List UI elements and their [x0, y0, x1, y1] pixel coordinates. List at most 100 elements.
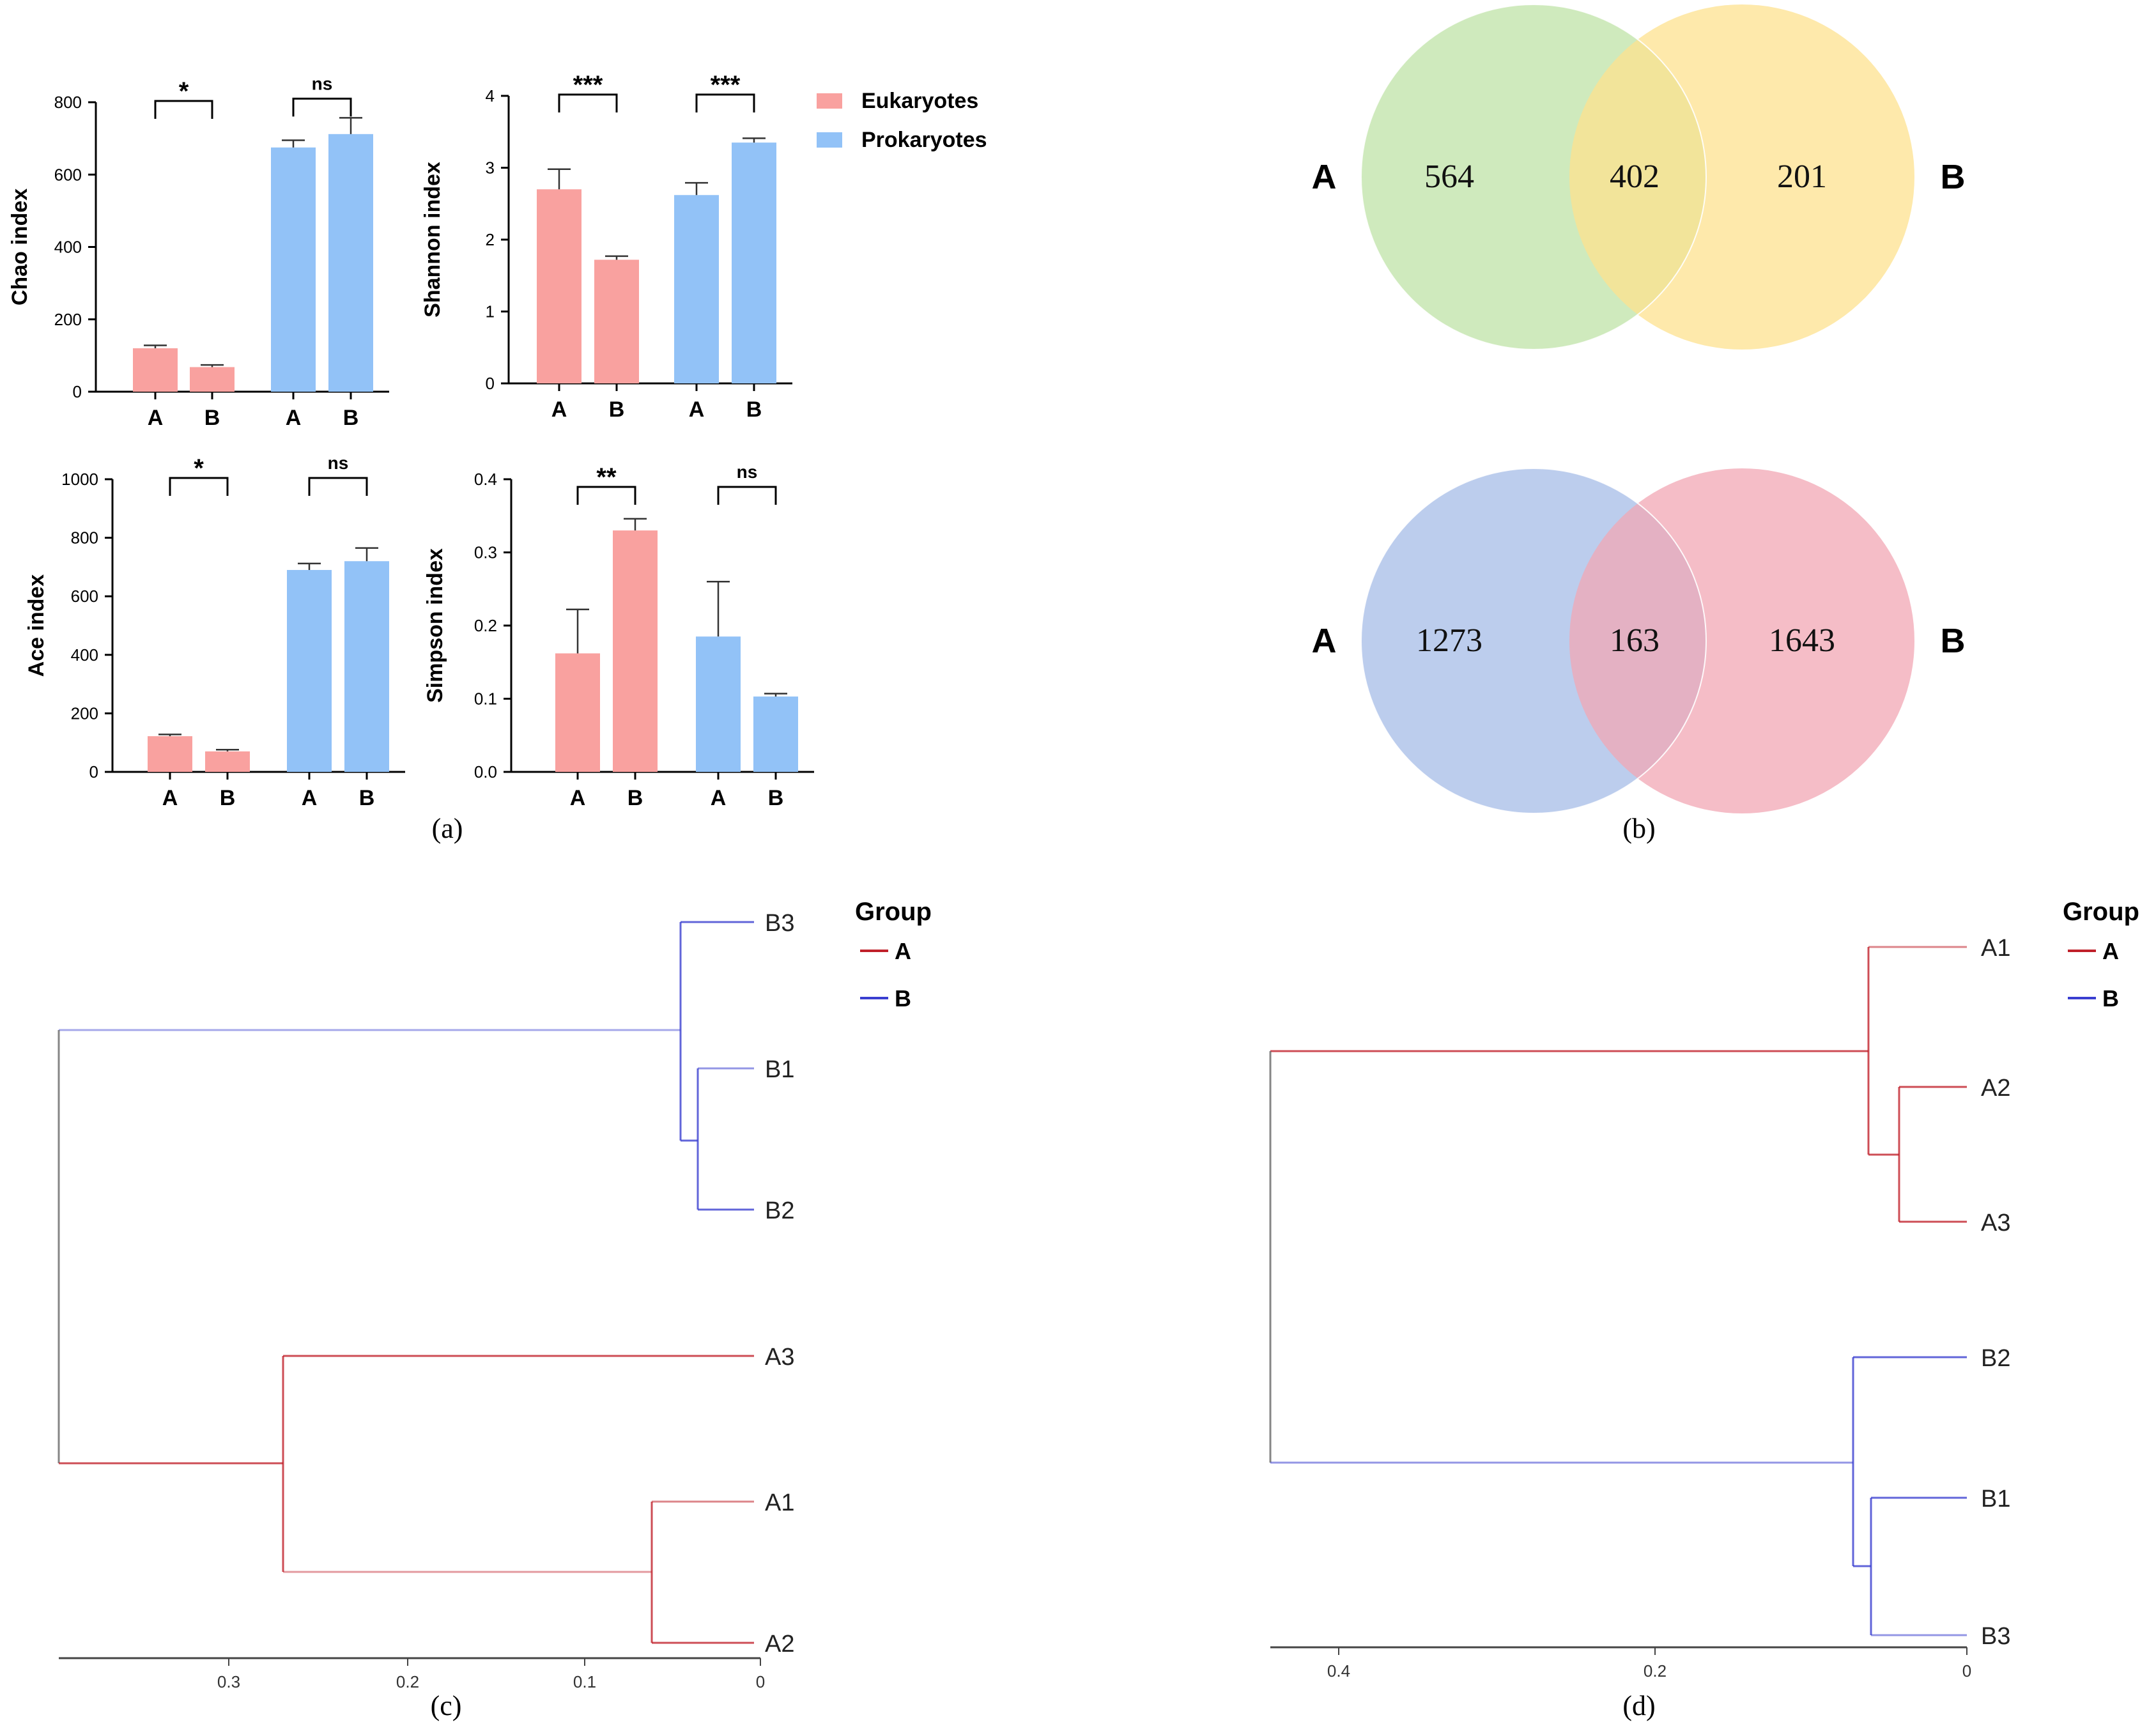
legend-label: Prokaryotes — [861, 128, 987, 152]
bar — [205, 751, 250, 772]
venn-shared-count: 402 — [1610, 158, 1659, 195]
y-tick-label: 200 — [54, 310, 82, 329]
venn-only-a-count: 564 — [1424, 158, 1474, 195]
x-tick-label: B — [609, 397, 625, 422]
bar — [537, 189, 581, 383]
y-tick-label: 0.4 — [474, 470, 497, 489]
dendrogram-axis-label: 0.1 — [573, 1672, 596, 1691]
y-tick-label: 0.0 — [474, 762, 497, 781]
significance-bracket — [169, 477, 229, 496]
dendrogram-leaf-label: B3 — [765, 910, 794, 937]
bar — [190, 367, 235, 392]
y-axis-label: Chao index — [8, 188, 32, 305]
significance-label: ** — [596, 463, 617, 491]
y-tick-label: 0 — [486, 374, 495, 393]
x-tick-label: B — [359, 786, 375, 810]
dendrogram-leaf-label: A3 — [765, 1344, 794, 1371]
y-tick-label: 0 — [73, 382, 82, 401]
dendrogram-legend-title: Group — [2063, 898, 2139, 926]
bar — [732, 142, 776, 383]
significance-bracket — [558, 93, 618, 112]
y-tick-label: 0.3 — [474, 543, 497, 562]
dendrogram-axis-label: 0.4 — [1327, 1661, 1350, 1681]
venn-set-b-label: B — [1941, 158, 1966, 196]
dendrogram-axis-label: 0.3 — [217, 1672, 240, 1691]
dendrogram-leaf-label: A2 — [1981, 1075, 2010, 1102]
x-tick-label: A — [689, 397, 705, 422]
bar-chart-chao: 0 200 400 600 800 Chao index A B A B * ns — [8, 73, 389, 430]
venn-set-b-label: B — [1941, 622, 1966, 660]
dendrogram-leaf-label: B2 — [765, 1197, 794, 1224]
y-tick-label: 800 — [71, 528, 98, 548]
dendrogram-leaf-label: A1 — [1981, 935, 2010, 962]
y-tick-label: 2 — [486, 230, 495, 249]
venn-only-b-count: 1643 — [1769, 622, 1835, 659]
venn-only-b-count: 201 — [1777, 158, 1827, 195]
significance-label: *** — [711, 71, 741, 99]
y-axis-label: Simpson index — [423, 548, 447, 703]
panel-label-a: (a) — [432, 813, 463, 844]
legend-label: Eukaryotes — [861, 89, 978, 113]
significance-bracket — [717, 486, 777, 505]
bar-legend: Eukaryotes Prokaryotes — [817, 89, 987, 152]
significance-bracket — [695, 93, 755, 112]
significance-label: * — [194, 454, 204, 482]
y-axis-label: Shannon index — [420, 162, 445, 318]
bar — [328, 134, 373, 392]
panel-label-d: (d) — [1622, 1690, 1655, 1721]
venn-set-a-label: A — [1312, 622, 1337, 660]
bar — [674, 195, 719, 383]
dendrogram-dendro_c: B3 B1 B2 A3 A1 A2 0.3 0.2 0.1 0 Group AB — [58, 898, 932, 1691]
legend-label-a: A — [2102, 938, 2119, 964]
y-tick-label: 1 — [486, 302, 495, 321]
x-tick-label: B — [628, 786, 643, 810]
y-tick-label: 600 — [71, 587, 98, 606]
dendrogram-dendro_d: A1 A2 A3 B2 B1 B3 0.4 0.2 0 Group AB — [1269, 898, 2139, 1681]
y-tick-label: 0.1 — [474, 689, 497, 709]
dendrogram-axis-label: 0 — [756, 1672, 765, 1691]
y-tick-label: 800 — [54, 93, 82, 112]
x-tick-label: B — [768, 786, 784, 810]
significance-label: ns — [328, 453, 349, 473]
x-tick-label: A — [711, 786, 727, 810]
legend-swatch — [817, 93, 842, 109]
dendrogram-leaf-label: A3 — [1981, 1210, 2010, 1236]
bar — [271, 147, 316, 392]
legend-label-b: B — [2102, 985, 2119, 1012]
venn-outline-a — [1360, 468, 1707, 814]
dendrogram-leaf-label: A1 — [765, 1489, 794, 1516]
venn-set-b — [1569, 4, 1914, 350]
x-tick-label: B — [220, 786, 236, 810]
venn-set-a-label: A — [1312, 158, 1337, 196]
venn-only-a-count: 1273 — [1416, 622, 1482, 659]
legend-label-a: A — [895, 938, 911, 964]
y-tick-label: 400 — [71, 645, 98, 665]
y-tick-label: 4 — [486, 86, 495, 105]
venn-shared-count: 163 — [1610, 622, 1659, 659]
significance-label: ns — [737, 462, 758, 482]
significance-bracket — [292, 97, 352, 117]
significance-label: ns — [312, 73, 333, 93]
significance-label: * — [179, 77, 189, 105]
x-tick-label: B — [746, 397, 762, 422]
y-tick-label: 400 — [54, 238, 82, 257]
y-tick-label: 1000 — [61, 470, 98, 489]
x-tick-label: A — [148, 406, 164, 430]
x-tick-label: A — [162, 786, 178, 810]
bar — [287, 569, 332, 772]
x-tick-label: A — [570, 786, 586, 810]
dendrogram-axis-label: 0.2 — [396, 1672, 419, 1691]
venn-set-b — [1569, 468, 1914, 813]
panel-label-b: (b) — [1622, 813, 1655, 844]
dendrogram-axis-label: 0 — [1962, 1661, 1971, 1681]
significance-bracket — [576, 486, 636, 505]
y-tick-label: 0 — [89, 762, 98, 781]
significance-bracket — [154, 100, 213, 119]
bar — [344, 561, 389, 772]
legend-label-b: B — [895, 985, 911, 1012]
dendrogram-axis-label: 0.2 — [1644, 1661, 1667, 1681]
x-tick-label: A — [286, 406, 302, 430]
bar — [696, 636, 741, 772]
bar — [555, 653, 600, 772]
